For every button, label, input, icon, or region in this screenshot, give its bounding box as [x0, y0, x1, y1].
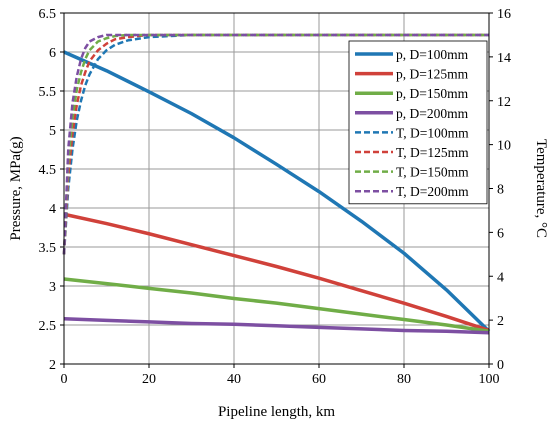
y-left-tick-label: 6 [49, 46, 56, 61]
series-line-2 [63, 212, 490, 333]
y-right-tick-label: 12 [497, 95, 511, 110]
y-left-tick-label: 5 [49, 124, 56, 139]
y-right-tick-label: 6 [497, 226, 504, 241]
y-left-tick-label: 6.5 [39, 7, 57, 22]
tick-labels: 0 20 40 60 80 10022.533.544.555.566.502468101… [39, 7, 512, 387]
y-left-tick-label: 2 [49, 358, 56, 373]
y-right-tick-label: 8 [497, 183, 504, 198]
y-right-tick-label: 4 [497, 270, 504, 285]
legend-label: p, D=125mm [396, 67, 469, 82]
y-left-tick-label: 2.5 [39, 319, 57, 334]
x-tick-label: 60 [312, 372, 326, 387]
x-tick-label: 80 [397, 372, 411, 387]
y-right-tick-label: 2 [497, 314, 504, 329]
y-right-tick-label: 16 [497, 7, 511, 22]
legend-label: T, D=200mm [396, 184, 469, 199]
legend: p, D=100mm p, D=125mm p, D=150mm p, D=200mm… [348, 40, 488, 205]
legend-label: p, D=100mm [396, 47, 469, 62]
series-line-4 [63, 317, 490, 335]
y-axis-right-title: Temperature, °C [533, 139, 549, 238]
y-right-tick-label: 14 [497, 51, 511, 66]
series-line-7 [62, 33, 489, 255]
series-lines [62, 33, 491, 335]
y-left-tick-label: 3.5 [39, 241, 57, 256]
series-line-3 [63, 277, 490, 333]
legend-label: p, D=150mm [396, 86, 469, 101]
y-left-tick-label: 4.5 [39, 163, 57, 178]
y-right-tick-label: 10 [497, 139, 511, 154]
series-line-8 [62, 33, 489, 255]
x-tick-label: 40 [227, 372, 241, 387]
legend-label: p, D=200mm [396, 106, 469, 121]
y-axis-left-title: Pressure, MPa(g) [8, 136, 24, 240]
x-tick-label: 20 [142, 372, 156, 387]
y-left-tick-label: 5.5 [39, 85, 57, 100]
legend-label: T, D=125mm [396, 145, 469, 160]
legend-label: T, D=150mm [396, 165, 469, 180]
x-tick-label: 100 [479, 372, 500, 387]
legend-box [348, 40, 488, 205]
series-line-1 [63, 50, 491, 333]
y-left-tick-label: 4 [49, 202, 56, 217]
x-axis-title: Pipeline length, km [218, 404, 335, 420]
y-left-tick-label: 3 [49, 280, 56, 295]
legend-label: T, D=100mm [396, 125, 469, 140]
x-tick-label: 0 [61, 372, 68, 387]
y-right-tick-label: 0 [497, 358, 504, 373]
